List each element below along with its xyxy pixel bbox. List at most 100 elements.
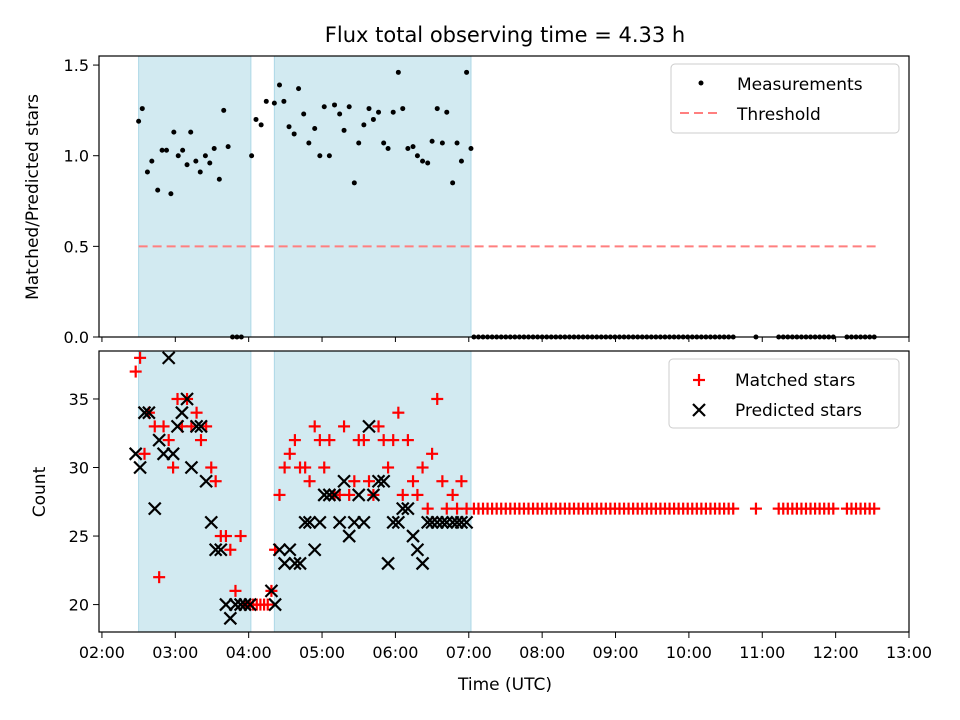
measurement-point: [221, 107, 227, 113]
measurement-point: [296, 86, 302, 92]
predicted-star-point: [180, 392, 194, 406]
count-y-axis: 20 25 30 35: [69, 390, 99, 615]
predicted-marker-b: [322, 488, 337, 502]
predicted-marker-b: [386, 515, 400, 530]
measurement-point: [171, 129, 177, 135]
predicted-marker-b: [406, 529, 420, 543]
count-legend-box: [668, 358, 900, 429]
predicted-marker-b: [238, 597, 252, 612]
predicted-marker-b: [371, 474, 386, 488]
predicted-star-point: [386, 515, 400, 530]
measurement-point: [168, 191, 174, 197]
x-tick-label: 03:00: [152, 643, 198, 662]
measurement-point: [197, 169, 203, 175]
measurement-point: [366, 106, 372, 112]
threshold-legend-label: Threshold: [736, 105, 821, 125]
matched-star-point: [382, 461, 395, 474]
measurement-point: [414, 153, 420, 159]
predicted-star-point: [406, 529, 420, 543]
predicted-marker-b: [351, 488, 366, 502]
predicted-star-point: [214, 542, 228, 557]
matched-star-point: [357, 434, 370, 447]
predicted-star-point: [293, 556, 307, 571]
y-tick-label: 0.5: [64, 237, 89, 256]
measurement-point: [286, 124, 292, 130]
measurement-point: [454, 140, 460, 146]
predicted-marker-b: [317, 488, 332, 502]
measurement-point: [341, 127, 347, 133]
predicted-star-point: [435, 515, 450, 530]
matched-star-point: [363, 475, 375, 488]
predicted-star-point: [243, 597, 257, 612]
predicted-marker-b: [137, 405, 152, 420]
predicted-marker-b: [268, 597, 282, 612]
predicted-marker-b: [454, 515, 469, 530]
measurement-point: [184, 162, 190, 168]
ratio-y-axis: 0.0 0.5 1.0 1.5: [64, 56, 99, 347]
ratio-panel: 0.0 0.5 1.0 1.5 Matched/Predicted stars Mea…: [23, 55, 910, 347]
predicted-marker-b: [439, 515, 454, 530]
measurement-point: [400, 106, 406, 112]
measurement-point: [439, 140, 445, 146]
measurement-point: [276, 82, 282, 88]
matched-star-point: [229, 584, 242, 597]
measurement-point: [263, 98, 269, 104]
predicted-star-point: [395, 501, 410, 516]
predicted-star-point: [317, 488, 332, 502]
measurement-point: [464, 69, 470, 75]
matched-star-point: [129, 365, 142, 378]
predicted-marker-b: [332, 515, 347, 530]
measurement-point: [211, 145, 217, 151]
x-tick-label: 13:00: [886, 643, 932, 662]
matched-star-point: [827, 502, 840, 515]
x-tick-label: 08:00: [519, 643, 565, 662]
predicted-star-point: [175, 405, 189, 420]
predicted-marker-b: [170, 419, 185, 434]
measurement-point: [253, 116, 259, 122]
measurement-point: [155, 187, 161, 193]
x-axis: 02:00 03:00 04:00 05:00 06:00 07:00 08:00 09:00…: [79, 632, 932, 662]
predicted-marker-b: [128, 447, 143, 461]
matched-star-point: [162, 434, 175, 447]
predicted-star-point: [166, 447, 180, 461]
measurement-point: [326, 153, 332, 159]
observing-window-band: [138, 350, 252, 633]
predicted-star-point: [133, 460, 147, 475]
matched-star-point: [446, 488, 459, 501]
matched-star-point: [323, 434, 336, 447]
measurement-point: [175, 153, 181, 159]
predicted-star-point: [238, 597, 252, 612]
predicted-marker-b: [199, 474, 213, 488]
matched-star-point: [436, 475, 449, 488]
measurement-point: [425, 160, 431, 166]
measurement-point: [144, 169, 150, 175]
predicted-marker-b: [337, 474, 351, 488]
count-legend: Matched stars Predicted stars: [668, 358, 900, 429]
matched-star-point: [318, 461, 331, 474]
predicted-marker-b: [381, 556, 395, 571]
matched-star-point: [392, 406, 405, 419]
predicted-star-point: [277, 556, 292, 571]
predicted-marker-b: [425, 515, 439, 530]
count-y-axis-label: Count: [30, 466, 50, 517]
predicted-marker-b: [459, 515, 474, 530]
predicted-star-point: [337, 474, 351, 488]
matched-star-point: [407, 475, 420, 488]
predicted-marker-b: [282, 542, 297, 557]
measurement-point: [306, 140, 312, 146]
predicted-marker-b: [204, 515, 219, 530]
y-tick-label: 25: [69, 527, 89, 546]
predicted-star-point: [282, 542, 297, 557]
y-tick-label: 30: [69, 459, 89, 478]
measurement-point: [164, 147, 169, 153]
y-tick-label: 35: [69, 390, 89, 409]
measurement-point: [207, 160, 213, 166]
measurement-point: [321, 104, 327, 110]
matched-star-point: [273, 488, 286, 501]
predicted-star-point: [208, 542, 223, 557]
predicted-star-point: [342, 529, 356, 543]
matched-star-point: [134, 351, 147, 364]
measurement-point: [356, 140, 362, 146]
matched-legend-label: Matched stars: [735, 371, 855, 391]
matched-star-point: [194, 434, 207, 447]
